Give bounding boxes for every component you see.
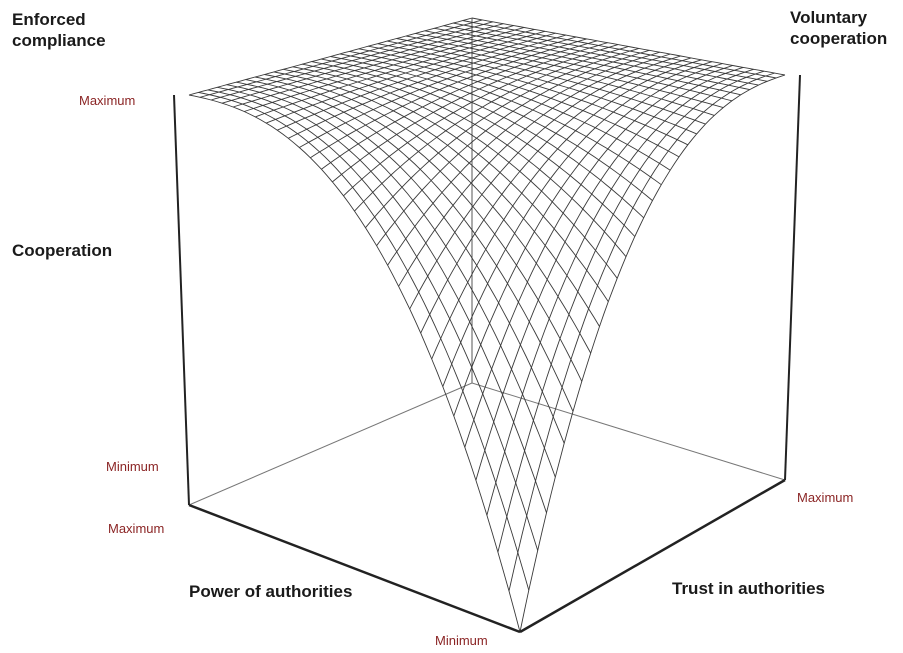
mesh-line-power bbox=[188, 17, 473, 96]
box-front-edges bbox=[173, 74, 801, 634]
mesh-line-power bbox=[486, 68, 754, 516]
power-max-tick: Maximum bbox=[108, 521, 165, 536]
mesh-line-power bbox=[519, 74, 786, 633]
mesh-line-trust bbox=[405, 35, 724, 109]
mesh-line-power bbox=[221, 23, 504, 104]
mesh-line-trust bbox=[462, 20, 777, 79]
voluntary-cooperation-label: Voluntary cooperation bbox=[790, 8, 888, 48]
mesh-line-power bbox=[508, 72, 775, 592]
box-edge-right-vertical bbox=[784, 74, 801, 481]
surface-mesh bbox=[188, 17, 786, 633]
mesh-line-trust bbox=[434, 27, 750, 91]
mesh-line-power bbox=[387, 51, 660, 266]
cooperation-axis-title: Cooperation bbox=[12, 241, 113, 260]
box-edge-front-left-floor bbox=[188, 503, 521, 634]
mesh-line-power bbox=[354, 46, 629, 212]
mesh-line-power bbox=[210, 21, 494, 101]
cooperation-min-tick: Minimum bbox=[106, 459, 159, 474]
enforced-compliance-label: Enforced compliance bbox=[12, 10, 106, 50]
box-back-edges bbox=[188, 18, 786, 506]
mesh-line-trust bbox=[471, 17, 786, 76]
box-edge-back-right-floor bbox=[471, 382, 786, 481]
box-edge-front-right-floor bbox=[519, 478, 786, 634]
mesh-line-power bbox=[199, 19, 483, 98]
box-edge-left-vertical bbox=[173, 94, 190, 506]
mesh-line-trust bbox=[424, 30, 741, 96]
box-edge-back-left-floor bbox=[188, 382, 473, 506]
power-min-tick: Minimum bbox=[435, 633, 488, 648]
mesh-line-trust bbox=[443, 25, 759, 86]
mesh-line-trust bbox=[453, 22, 768, 82]
mesh-line-power bbox=[232, 25, 514, 108]
mesh-line-power bbox=[332, 42, 608, 183]
trust-axis-title: Trust in authorities bbox=[672, 579, 826, 598]
cooperation-max-tick: Maximum bbox=[79, 93, 136, 108]
mesh-line-trust bbox=[330, 56, 653, 201]
trust-max-tick: Maximum bbox=[797, 490, 854, 505]
power-axis-title: Power of authorities bbox=[189, 582, 353, 601]
mesh-line-power bbox=[497, 70, 765, 553]
